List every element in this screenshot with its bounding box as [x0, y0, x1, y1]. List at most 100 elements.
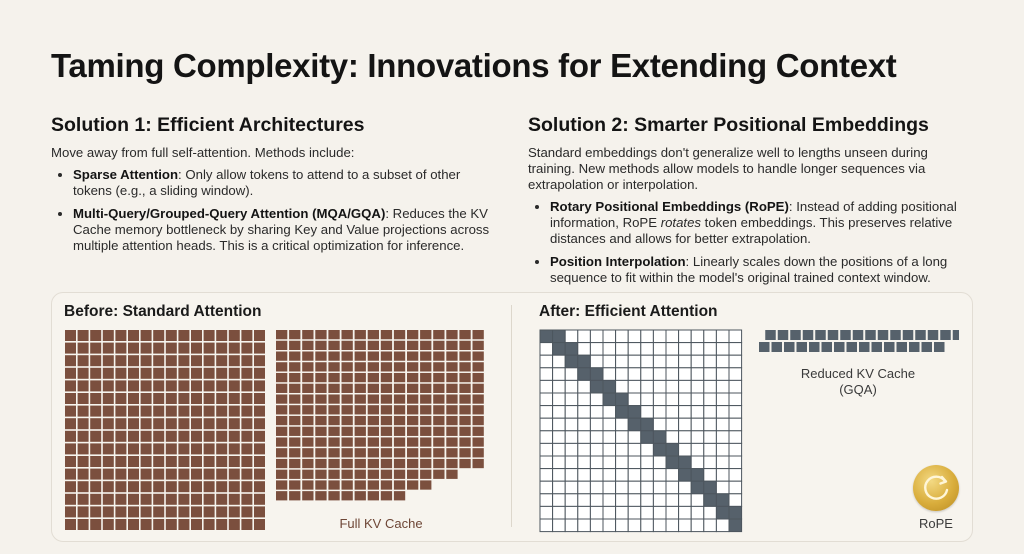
attention-cell — [254, 380, 265, 392]
attention-cell — [254, 330, 265, 341]
sparse-empty-cell — [539, 367, 554, 381]
reduced-kv-cell — [871, 342, 882, 352]
kv-cache-cell — [315, 340, 327, 351]
sparse-active-cell — [640, 430, 654, 444]
sparse-empty-cell — [589, 480, 604, 495]
kv-cache-cell — [354, 351, 366, 361]
kv-cache-cell — [302, 469, 314, 479]
kv-cache-cell — [276, 340, 288, 351]
reduced-kv-cell — [909, 342, 920, 352]
kv-cache-cell — [341, 340, 353, 351]
kv-cache-cell — [354, 448, 366, 458]
rope-term: Rotary Positional Embeddings (RoPE) — [550, 199, 789, 214]
full-kv-cache-caption: Full KV Cache — [339, 516, 423, 531]
sparse-empty-cell — [615, 354, 629, 369]
rope-rotation-icon — [913, 465, 959, 511]
sparse-empty-cell — [703, 455, 717, 470]
reduced-kv-cell — [840, 330, 851, 340]
reduced-kv-cell — [934, 342, 945, 352]
attention-cell — [77, 355, 89, 367]
kv-cache-cell — [420, 415, 432, 426]
sparse-empty-cell — [589, 329, 604, 344]
attention-cell — [90, 456, 102, 467]
kv-cache-cell — [276, 351, 288, 361]
attention-cell — [128, 519, 139, 530]
kv-cache-cell — [393, 351, 406, 361]
attention-cell — [241, 418, 253, 430]
sparse-empty-cell — [640, 329, 654, 344]
attention-cell — [65, 519, 76, 530]
kv-cache-cell — [315, 448, 327, 458]
reduced-kv-caption-line1: Reduced KV Cache — [800, 366, 916, 381]
attention-cell — [165, 468, 177, 480]
sparse-empty-cell — [678, 379, 692, 394]
sparse-empty-cell — [690, 518, 705, 533]
kv-cache-cell — [302, 372, 314, 383]
sparse-empty-cell — [728, 442, 743, 457]
sparse-empty-cell — [652, 342, 667, 356]
kv-cache-cell — [367, 340, 379, 351]
attention-cell — [65, 506, 76, 518]
kv-cache-cell — [302, 383, 314, 393]
kv-cache-cell — [446, 394, 458, 404]
kv-cache-cell — [354, 362, 366, 372]
sparse-empty-cell — [678, 329, 692, 344]
sparse-active-cell — [665, 442, 680, 457]
kv-cache-cell — [354, 458, 366, 469]
attention-cell — [90, 493, 102, 505]
sparse-empty-cell — [665, 342, 680, 356]
sparse-empty-cell — [552, 367, 566, 381]
reduced-kv-cell — [852, 330, 864, 340]
kv-cache-cell — [380, 426, 393, 436]
sparse-empty-cell — [615, 505, 629, 520]
sparse-empty-cell — [577, 493, 591, 507]
attention-cell — [254, 481, 265, 493]
attention-cell — [228, 519, 240, 530]
sparse-empty-cell — [602, 505, 617, 520]
attention-cell — [90, 393, 102, 404]
attention-cell — [178, 481, 190, 493]
sparse-empty-cell — [615, 417, 629, 432]
kv-cache-cell — [315, 469, 327, 479]
kv-cache-cell — [420, 448, 432, 458]
attention-cell — [241, 342, 253, 354]
kv-cache-cell — [459, 383, 471, 393]
sparse-empty-cell — [640, 442, 654, 457]
attention-cell — [178, 430, 190, 442]
sparse-empty-cell — [627, 518, 642, 533]
sparse-empty-cell — [615, 493, 629, 507]
sparse-empty-cell — [552, 518, 566, 533]
sparse-empty-cell — [627, 480, 642, 495]
kv-cache-cell — [315, 362, 327, 372]
sparse-empty-cell — [678, 392, 692, 407]
attention-cell — [191, 519, 202, 530]
sparse-attention-term: Sparse Attention — [73, 167, 179, 182]
sparse-empty-cell — [564, 392, 579, 407]
sparse-empty-cell — [627, 468, 642, 482]
sparse-empty-cell — [728, 342, 743, 356]
kv-cache-cell — [315, 415, 327, 426]
attention-cell — [228, 405, 240, 417]
sparse-empty-cell — [728, 329, 743, 344]
sparse-empty-cell — [703, 505, 717, 520]
kv-cache-cell — [276, 362, 288, 372]
attention-cell — [140, 405, 152, 417]
kv-cache-cell — [289, 330, 301, 340]
sparse-active-cell — [715, 505, 730, 520]
kv-cache-cell — [341, 480, 353, 490]
sparse-empty-cell — [640, 392, 654, 407]
attention-cell — [77, 443, 89, 455]
sparse-empty-cell — [627, 329, 642, 344]
attention-cell — [191, 493, 202, 505]
kv-cache-cell — [328, 426, 340, 436]
sparse-empty-cell — [690, 379, 705, 394]
sparse-empty-cell — [602, 518, 617, 533]
sparse-empty-cell — [602, 329, 617, 344]
kv-cache-cell — [407, 448, 419, 458]
attention-cell — [90, 468, 102, 480]
attention-cell — [102, 506, 114, 518]
solution1-heading: Solution 1: Efficient Architectures — [51, 114, 365, 136]
kv-cache-cell — [341, 351, 353, 361]
reduced-kv-cache-caption: Reduced KV Cache (GQA) — [770, 366, 946, 398]
attention-cell — [178, 493, 190, 505]
